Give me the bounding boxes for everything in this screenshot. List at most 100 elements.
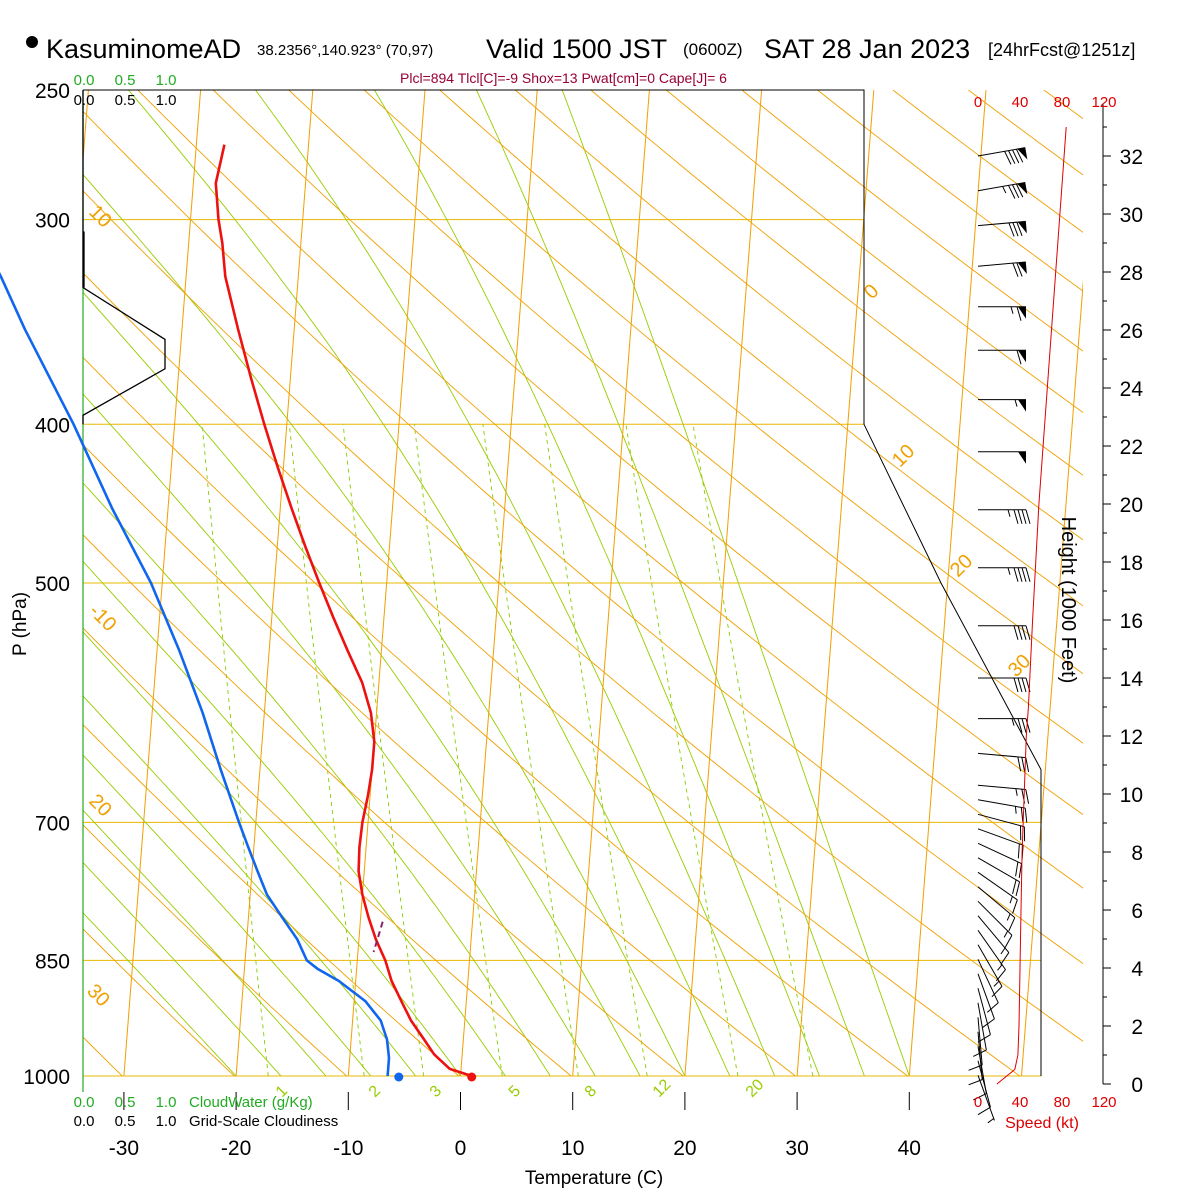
barb-staff xyxy=(977,828,1024,846)
isotherm xyxy=(123,90,202,1076)
mixing-ratio-line xyxy=(482,424,579,1076)
barb-flag xyxy=(1017,677,1023,693)
mixing-ratio-line xyxy=(201,424,269,1076)
barb-flag xyxy=(1012,899,1018,914)
barb-flag xyxy=(1025,718,1031,733)
barb-flag xyxy=(1015,149,1024,163)
wind-barb xyxy=(977,813,1026,842)
barb-half-flag xyxy=(1011,718,1015,726)
barb-flag xyxy=(1015,881,1021,897)
wind-speed-line xyxy=(996,126,1067,1085)
wind-barb xyxy=(977,181,1028,199)
height-tick-label: 18 xyxy=(1120,552,1143,575)
height-tick-label: 22 xyxy=(1120,436,1143,459)
temp-tick-label: 10 xyxy=(561,1137,584,1160)
parcel-segment xyxy=(372,921,384,953)
moist-adiabat xyxy=(374,90,820,1076)
moist-adiabat xyxy=(561,90,910,1076)
isotherm xyxy=(572,90,650,1076)
barb-flag xyxy=(1021,757,1026,772)
barb-staff xyxy=(977,1002,987,1051)
barb-staff xyxy=(977,871,1018,901)
dry-adiabat xyxy=(0,90,10,1076)
wind-speed-profile xyxy=(996,126,1067,1085)
wind-barb xyxy=(978,306,1026,321)
wind-barb xyxy=(977,930,1006,982)
stability-indices: Plcl=894 Tlcl[C]=-9 Shox=13 Pwat[cm]=0 C… xyxy=(400,70,727,86)
isotherm xyxy=(235,90,314,1076)
height-tick-label: 0 xyxy=(1131,1074,1143,1097)
temperature-line xyxy=(214,144,473,1078)
temp-tick-label: -20 xyxy=(221,1137,251,1160)
barb-flag xyxy=(1015,861,1019,877)
height-tick-label: 28 xyxy=(1120,262,1143,285)
moist-adiabat xyxy=(83,631,461,1076)
moist-adiabat xyxy=(83,861,282,1076)
barb-half-flag xyxy=(1000,947,1006,955)
barb-pennant xyxy=(1018,451,1026,464)
barb-pennant xyxy=(1017,262,1027,274)
dry-adiabat xyxy=(666,90,1083,414)
wind-barb xyxy=(977,828,1024,860)
wind-barb xyxy=(978,509,1031,524)
barb-staff xyxy=(977,842,1022,865)
height-tick-label: 8 xyxy=(1131,842,1143,865)
p-tick-label: 300 xyxy=(35,210,70,233)
height-tick-label: 6 xyxy=(1131,900,1143,923)
barb-staff xyxy=(977,813,1025,828)
p-tick-label: 500 xyxy=(35,573,70,596)
isotherm xyxy=(796,90,875,1076)
wind-barb xyxy=(977,799,1028,823)
barb-flag xyxy=(968,1064,983,1071)
barb-flag xyxy=(1021,509,1027,524)
wind-barb xyxy=(977,1075,995,1124)
forecast-run: [24hrFcst@1251z] xyxy=(988,40,1136,60)
barb-flag xyxy=(1016,306,1022,321)
moist-adiabat-lines xyxy=(83,90,910,1076)
wind-barb xyxy=(978,625,1031,640)
barb-staff xyxy=(977,181,1026,192)
wind-barb xyxy=(977,261,1027,277)
mixing-ratio-line xyxy=(625,424,739,1076)
mixing-ratio-line xyxy=(288,424,365,1076)
barb-flag xyxy=(1017,567,1023,582)
station-marker xyxy=(26,36,38,48)
dry-adiabat xyxy=(83,534,684,1076)
barb-half-flag xyxy=(987,1118,995,1124)
cloudiness-scale-top: 0.5 xyxy=(115,92,136,109)
barb-staff xyxy=(977,959,999,1004)
speed-tick-bottom: 80 xyxy=(1054,1094,1071,1111)
isotherm-label: 0 xyxy=(860,280,883,303)
cloudwater-scale-bottom: 1.0 xyxy=(156,1094,177,1111)
valid-time: Valid 1500 JST xyxy=(486,34,668,64)
height-tick-label: 10 xyxy=(1120,784,1143,807)
valid-date: SAT 28 Jan 2023 xyxy=(764,34,971,64)
wind-barb xyxy=(977,147,1028,165)
moist-adiabat xyxy=(83,291,641,1076)
barb-half-flag xyxy=(1002,186,1007,194)
height-tick-label: 4 xyxy=(1131,958,1143,981)
cloudiness-scale-bottom: 0.0 xyxy=(74,1113,95,1130)
moist-adiabat xyxy=(255,90,776,1076)
dry-adiabat xyxy=(83,928,235,1076)
barb-flag xyxy=(1020,807,1024,822)
wind-barb xyxy=(977,915,1010,965)
moist-adiabat xyxy=(83,560,506,1076)
barb-staff xyxy=(977,915,1010,953)
barb-flag xyxy=(1025,789,1030,804)
height-tick-label: 20 xyxy=(1120,494,1143,517)
barb-pennant xyxy=(1018,350,1026,363)
wind-barb xyxy=(977,220,1027,237)
isobar-lines xyxy=(83,89,1041,1077)
barb-flag xyxy=(1008,185,1016,199)
barb-flag xyxy=(1021,677,1027,693)
wind-barb xyxy=(978,718,1031,733)
wind-barb xyxy=(977,959,999,1013)
p-tick-label: 250 xyxy=(35,80,70,103)
wind-barb xyxy=(977,886,1016,932)
temp-tick-label: 30 xyxy=(785,1137,808,1160)
dry-adiabat xyxy=(968,90,1083,176)
barb-staff xyxy=(977,784,1026,790)
p-tick-label: 700 xyxy=(35,812,70,835)
